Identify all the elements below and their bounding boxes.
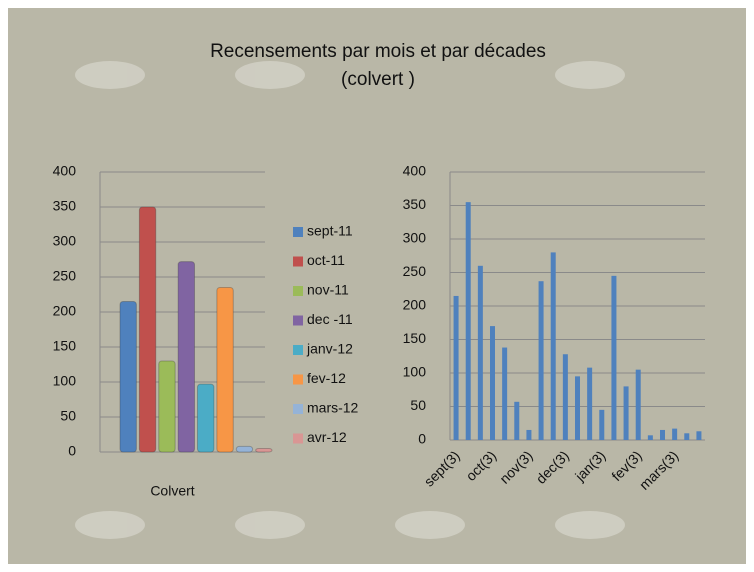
y-tick-label: 150 [403, 330, 427, 346]
bar [454, 296, 459, 440]
y-tick-label: 100 [403, 364, 427, 380]
bar [648, 435, 653, 440]
x-tick-label: Colvert [150, 483, 194, 499]
y-tick-label: 0 [68, 443, 76, 459]
y-tick-label: 350 [403, 196, 427, 212]
bar [478, 266, 483, 440]
bar [636, 370, 641, 440]
bar [198, 384, 214, 452]
bar [587, 368, 592, 440]
bar [236, 446, 252, 452]
bar [120, 302, 136, 453]
legend-swatch [293, 404, 303, 414]
bar [466, 202, 471, 440]
legend-swatch [293, 434, 303, 444]
y-tick-label: 300 [53, 233, 77, 249]
bar [624, 386, 629, 440]
legend-label: nov-11 [307, 282, 349, 298]
y-tick-label: 50 [60, 408, 76, 424]
bar [139, 207, 155, 452]
bar [696, 431, 701, 440]
y-tick-label: 250 [53, 268, 77, 284]
bar [539, 281, 544, 440]
bar [514, 402, 519, 440]
y-tick-label: 50 [410, 397, 426, 413]
bar [490, 326, 495, 440]
bar [217, 288, 233, 453]
legend-label: sept-11 [307, 223, 353, 239]
legend-label: dec -11 [307, 311, 353, 327]
bar [575, 376, 580, 440]
bar [526, 430, 531, 440]
legend-swatch [293, 345, 303, 355]
y-tick-label: 100 [53, 373, 77, 389]
legend-label: fev-12 [307, 370, 346, 386]
y-tick-label: 0 [418, 431, 426, 447]
background [8, 8, 746, 564]
chart-page: Recensements par mois et par décades (co… [0, 0, 754, 572]
legend-swatch [293, 375, 303, 385]
chart-subtitle: (colvert ) [341, 69, 415, 90]
legend-swatch [293, 227, 303, 237]
bar [256, 449, 272, 453]
bar [502, 348, 507, 440]
y-tick-label: 300 [403, 230, 427, 246]
bar [672, 429, 677, 440]
legend-swatch [293, 257, 303, 267]
y-tick-label: 400 [403, 163, 427, 179]
legend-label: janv-12 [306, 341, 353, 357]
y-tick-label: 250 [403, 263, 427, 279]
bar [178, 262, 194, 452]
legend-swatch [293, 316, 303, 326]
chart-title: Recensements par mois et par décades [210, 41, 546, 62]
bar [684, 433, 689, 440]
y-tick-label: 150 [53, 338, 77, 354]
bar [599, 410, 604, 440]
y-tick-label: 200 [403, 297, 427, 313]
bar [563, 354, 568, 440]
y-tick-label: 350 [53, 198, 77, 214]
y-tick-label: 200 [53, 303, 77, 319]
legend-label: avr-12 [307, 429, 347, 445]
bar [551, 252, 556, 440]
bar [660, 430, 665, 440]
legend-swatch [293, 286, 303, 296]
bar [611, 276, 616, 440]
bar [159, 361, 175, 452]
y-tick-label: 400 [53, 163, 77, 179]
legend-label: mars-12 [307, 400, 359, 416]
legend-label: oct-11 [307, 252, 345, 268]
